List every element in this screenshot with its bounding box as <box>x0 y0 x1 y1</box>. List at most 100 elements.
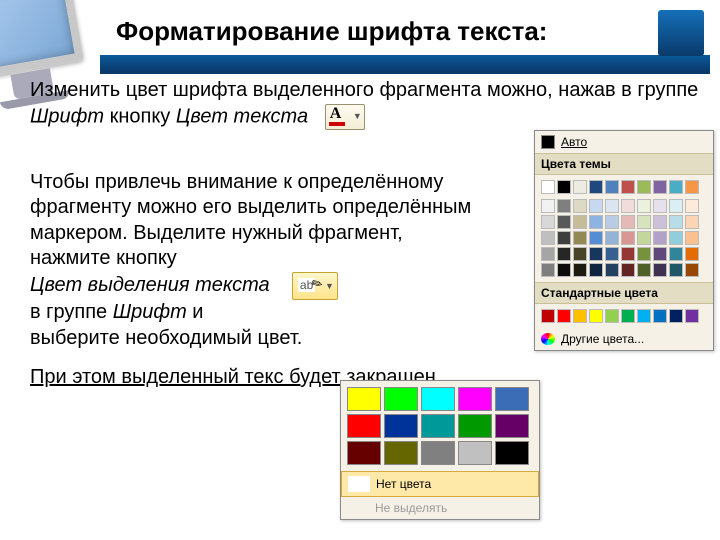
color-swatch[interactable] <box>605 309 619 323</box>
color-swatch[interactable] <box>541 199 555 213</box>
color-swatch[interactable] <box>557 180 571 194</box>
stop-highlight-row[interactable]: Не выделять <box>341 497 539 519</box>
color-swatch[interactable] <box>637 263 651 277</box>
no-color-row[interactable]: Нет цвета <box>341 471 539 497</box>
color-swatch[interactable] <box>605 180 619 194</box>
highlight-swatch[interactable] <box>421 441 455 465</box>
highlight-swatch[interactable] <box>347 441 381 465</box>
color-swatch[interactable] <box>541 263 555 277</box>
highlight-swatch[interactable] <box>384 441 418 465</box>
highlight-swatch[interactable] <box>458 414 492 438</box>
color-swatch[interactable] <box>621 231 635 245</box>
color-swatch[interactable] <box>685 231 699 245</box>
more-colors-row[interactable]: Другие цвета... <box>535 328 713 350</box>
color-swatch[interactable] <box>573 199 587 213</box>
auto-swatch <box>541 135 555 149</box>
color-swatch[interactable] <box>621 215 635 229</box>
color-swatch[interactable] <box>589 199 603 213</box>
color-swatch[interactable] <box>669 215 683 229</box>
highlight-button[interactable]: ab ✎ ▼ <box>292 272 338 300</box>
color-swatch[interactable] <box>573 215 587 229</box>
color-bar-icon <box>329 122 345 126</box>
color-swatch[interactable] <box>653 180 667 194</box>
title-bar: Форматирование шрифта текста: <box>100 8 710 74</box>
color-swatch[interactable] <box>573 263 587 277</box>
color-swatch[interactable] <box>637 180 651 194</box>
color-swatch[interactable] <box>573 309 587 323</box>
color-swatch[interactable] <box>557 263 571 277</box>
color-swatch[interactable] <box>541 247 555 261</box>
color-swatch[interactable] <box>621 180 635 194</box>
highlight-swatch[interactable] <box>495 414 529 438</box>
color-swatch[interactable] <box>605 247 619 261</box>
color-swatch[interactable] <box>669 180 683 194</box>
color-swatch[interactable] <box>669 199 683 213</box>
color-swatch[interactable] <box>573 180 587 194</box>
standard-colors-header: Стандартные цвета <box>535 282 713 304</box>
color-swatch[interactable] <box>653 199 667 213</box>
color-swatch[interactable] <box>653 309 667 323</box>
color-swatch[interactable] <box>653 247 667 261</box>
color-swatch[interactable] <box>637 231 651 245</box>
color-swatch[interactable] <box>589 231 603 245</box>
color-swatch[interactable] <box>621 309 635 323</box>
color-swatch[interactable] <box>621 263 635 277</box>
color-swatch[interactable] <box>541 231 555 245</box>
color-swatch[interactable] <box>685 263 699 277</box>
color-swatch[interactable] <box>589 309 603 323</box>
color-swatch[interactable] <box>557 247 571 261</box>
color-swatch[interactable] <box>589 215 603 229</box>
theme-colors-header: Цвета темы <box>535 153 713 175</box>
highlight-swatch[interactable] <box>495 441 529 465</box>
color-swatch[interactable] <box>621 199 635 213</box>
color-swatch[interactable] <box>605 231 619 245</box>
color-swatch[interactable] <box>557 309 571 323</box>
color-swatch[interactable] <box>557 215 571 229</box>
color-swatch[interactable] <box>557 199 571 213</box>
color-swatch[interactable] <box>541 215 555 229</box>
color-swatch[interactable] <box>685 247 699 261</box>
color-swatch[interactable] <box>685 199 699 213</box>
color-swatch[interactable] <box>589 180 603 194</box>
color-swatch[interactable] <box>653 263 667 277</box>
color-swatch[interactable] <box>653 215 667 229</box>
color-swatch[interactable] <box>605 263 619 277</box>
color-swatch[interactable] <box>669 309 683 323</box>
highlight-swatch[interactable] <box>421 387 455 411</box>
highlight-swatch[interactable] <box>347 414 381 438</box>
color-swatch[interactable] <box>621 247 635 261</box>
highlight-swatch[interactable] <box>347 387 381 411</box>
chevron-down-icon: ▼ <box>325 281 334 293</box>
color-swatch[interactable] <box>589 247 603 261</box>
color-swatch[interactable] <box>605 215 619 229</box>
color-swatch[interactable] <box>541 180 555 194</box>
color-swatch[interactable] <box>685 180 699 194</box>
color-swatch[interactable] <box>653 231 667 245</box>
chevron-down-icon: ▼ <box>353 111 362 123</box>
color-swatch[interactable] <box>637 199 651 213</box>
color-swatch[interactable] <box>557 231 571 245</box>
highlight-swatch[interactable] <box>458 387 492 411</box>
color-swatch[interactable] <box>669 247 683 261</box>
highlight-color-panel: Нет цвета Не выделять <box>340 380 540 520</box>
color-swatch[interactable] <box>541 309 555 323</box>
color-swatch[interactable] <box>573 247 587 261</box>
color-swatch[interactable] <box>685 309 699 323</box>
auto-color-row[interactable]: Авто <box>535 131 713 153</box>
color-swatch[interactable] <box>605 199 619 213</box>
color-swatch[interactable] <box>637 309 651 323</box>
color-swatch[interactable] <box>669 263 683 277</box>
font-color-button[interactable]: A ▼ <box>325 104 365 130</box>
highlight-swatch[interactable] <box>384 387 418 411</box>
color-swatch[interactable] <box>589 263 603 277</box>
color-swatch[interactable] <box>637 247 651 261</box>
highlight-swatch[interactable] <box>458 441 492 465</box>
color-swatch[interactable] <box>669 231 683 245</box>
color-swatch[interactable] <box>685 215 699 229</box>
color-swatch[interactable] <box>573 231 587 245</box>
highlight-swatch[interactable] <box>421 414 455 438</box>
highlight-swatch[interactable] <box>384 414 418 438</box>
highlight-swatch[interactable] <box>495 387 529 411</box>
color-picker-panel: Авто Цвета темы Стандартные цвета Другие… <box>534 130 714 351</box>
color-swatch[interactable] <box>637 215 651 229</box>
